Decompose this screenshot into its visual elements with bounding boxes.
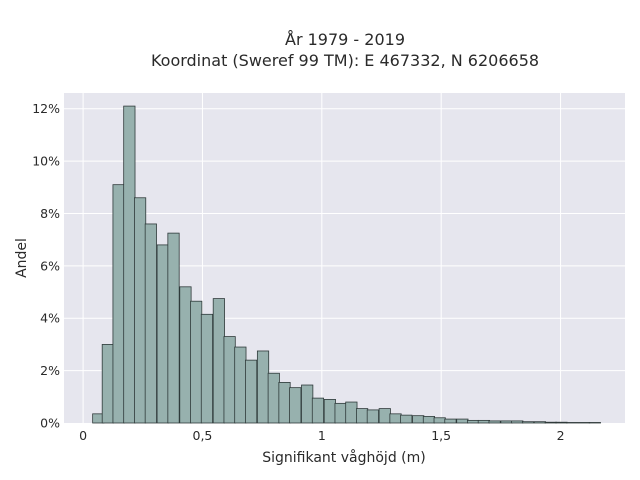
histogram-bar <box>311 397 325 424</box>
tick-labels: 0 0,5 1 1,5 2 0% 2% 4% 6% 8% 10% 12% <box>32 101 564 443</box>
histogram-bar <box>555 421 568 424</box>
x-tick-label: 0,5 <box>193 428 213 443</box>
histogram-bar <box>444 418 457 424</box>
histogram-bar <box>134 197 147 424</box>
histogram-bar <box>112 184 125 424</box>
histogram-bar <box>477 419 490 424</box>
histogram-bar <box>334 402 347 424</box>
y-tick-label: 0% <box>40 416 60 431</box>
x-tick-label: 1,5 <box>431 428 451 443</box>
histogram-bar <box>256 350 270 424</box>
histogram-bar <box>378 408 391 424</box>
histogram-bar <box>167 232 180 424</box>
histogram-bar <box>544 421 557 424</box>
histogram-bar <box>422 416 436 424</box>
histogram-bar <box>156 244 169 424</box>
histogram-bar <box>101 344 114 424</box>
chart-title-line-2: Koordinat (Sweref 99 TM): E 467332, N 62… <box>151 51 539 70</box>
histogram-bar <box>190 300 203 424</box>
x-tick-label: 0 <box>79 428 87 443</box>
histogram-bar <box>521 421 535 424</box>
x-axis-label: Signifikant våghöjd (m) <box>262 449 425 466</box>
histogram-bar <box>289 387 302 424</box>
histogram-bar <box>179 286 192 424</box>
y-tick-label: 6% <box>40 258 60 273</box>
histogram-bar <box>245 359 258 424</box>
histogram-bar <box>345 401 358 424</box>
histogram-bar <box>433 417 446 424</box>
y-tick-label: 4% <box>40 311 60 326</box>
histogram-bar <box>144 223 157 424</box>
histogram-bar <box>267 372 280 424</box>
histogram-bar <box>301 384 314 424</box>
x-tick-label: 2 <box>557 428 565 443</box>
x-tick-label: 1 <box>318 428 326 443</box>
histogram-bar <box>356 408 369 424</box>
histogram-bar <box>467 419 480 424</box>
chart-title-line-1: År 1979 - 2019 <box>285 30 405 49</box>
y-tick-label: 8% <box>40 206 60 221</box>
y-tick-label: 10% <box>32 154 60 169</box>
histogram-bar <box>488 420 501 424</box>
bars <box>92 105 601 424</box>
histogram-bar <box>223 336 236 424</box>
y-tick-label: 12% <box>32 101 60 116</box>
histogram-bar <box>566 422 579 424</box>
histogram-bar <box>123 105 136 424</box>
histogram-bar <box>366 409 379 424</box>
histogram-bar <box>578 422 591 424</box>
histogram-bar <box>456 418 469 424</box>
histogram-bar <box>389 413 402 424</box>
histogram-bar <box>500 420 513 424</box>
histogram-bar <box>212 298 225 424</box>
y-tick-label: 2% <box>40 363 60 378</box>
histogram-bar <box>278 382 291 424</box>
histogram-bar <box>234 346 247 424</box>
histogram-bar <box>400 414 413 424</box>
histogram-bar <box>323 399 336 424</box>
histogram-bar <box>511 420 524 424</box>
histogram-bar <box>533 421 547 424</box>
histogram-bar <box>200 313 214 424</box>
histogram-bar <box>588 422 601 424</box>
histogram-bar <box>412 415 425 424</box>
y-axis-label: Andel <box>14 238 30 278</box>
